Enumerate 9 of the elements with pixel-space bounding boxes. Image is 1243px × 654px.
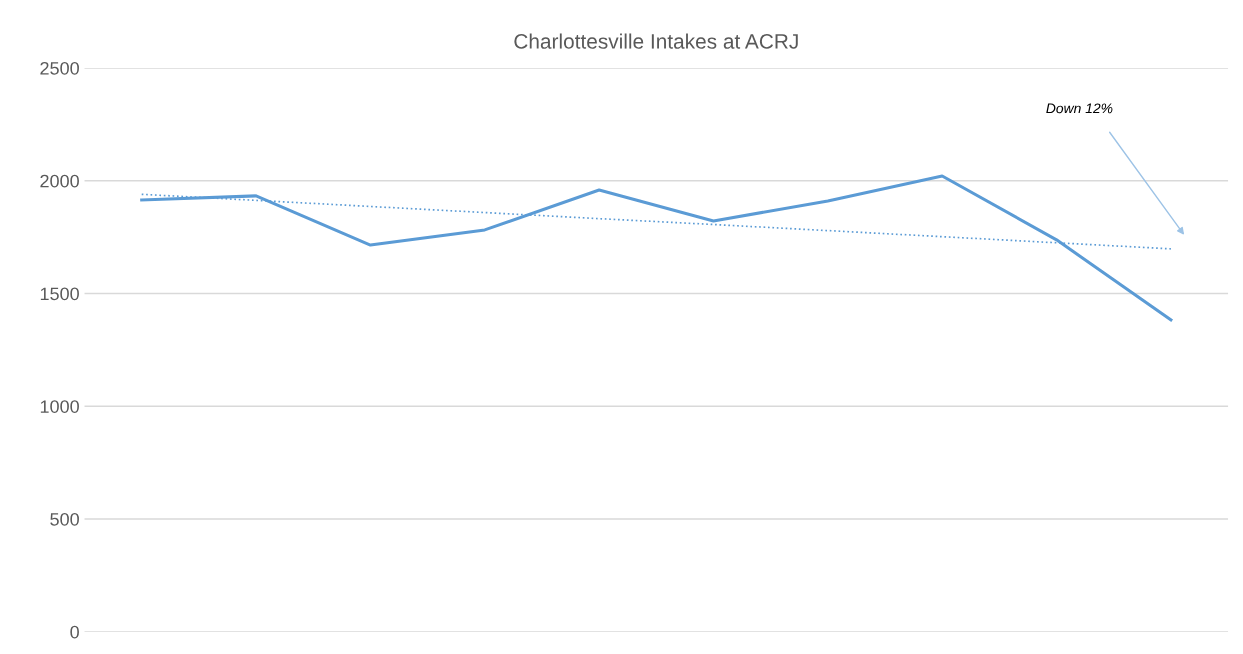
y-tick-label: 2500 — [40, 61, 79, 75]
y-tick-label: 2000 — [40, 174, 79, 188]
line-series — [140, 174, 1173, 322]
annotation: Down 12% — [1046, 103, 1113, 114]
y-tick-label: 1000 — [40, 400, 79, 413]
chart-title: Charlottesville Intakes at ACRJ — [514, 33, 798, 49]
y-tick-label: 500 — [50, 512, 79, 526]
y-tick-label: 0 — [70, 625, 79, 639]
y-tick-label: 1500 — [40, 287, 79, 301]
